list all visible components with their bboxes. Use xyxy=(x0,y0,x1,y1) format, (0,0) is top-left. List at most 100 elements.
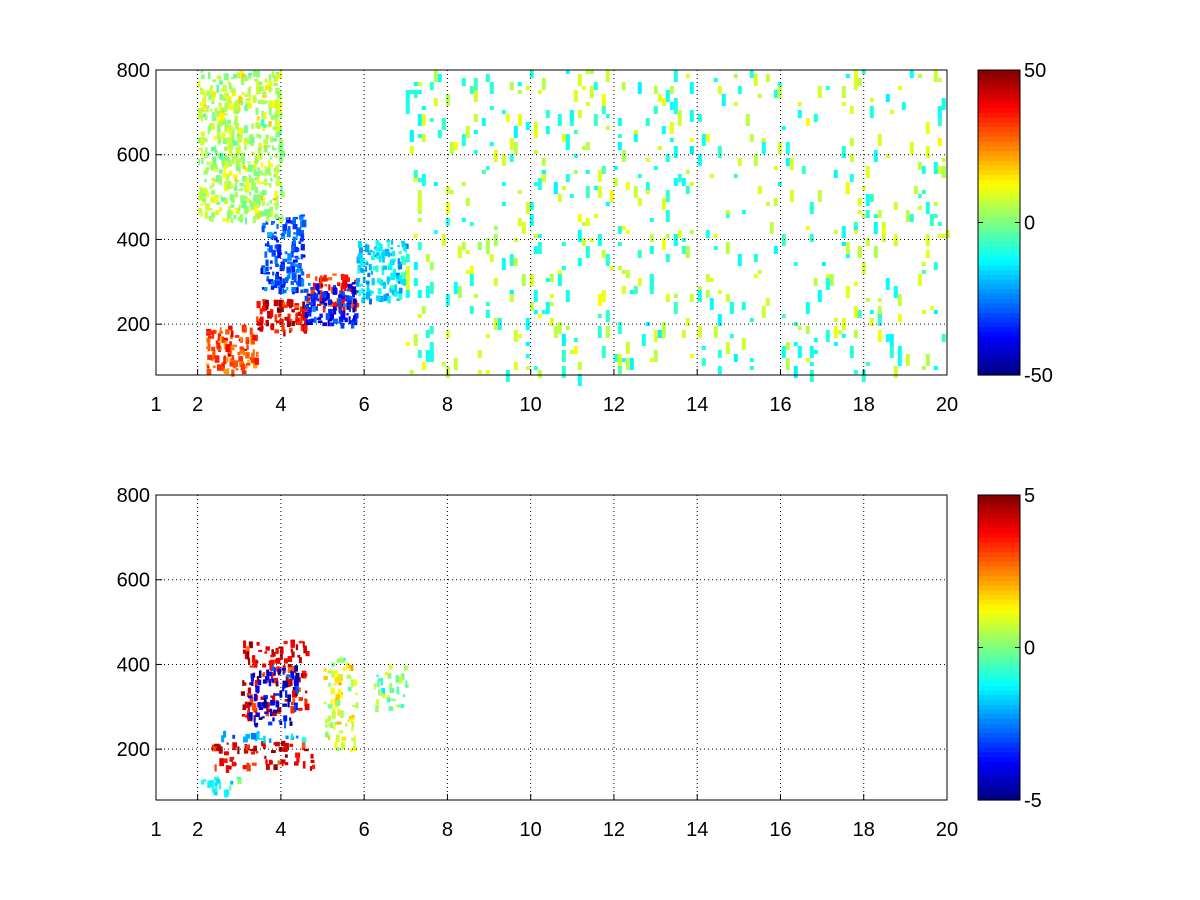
heatmap-cell xyxy=(289,743,294,747)
heatmap-cells xyxy=(197,70,950,386)
heatmap-cell xyxy=(360,283,363,287)
heatmap-cell xyxy=(233,360,238,368)
heatmap-cell xyxy=(272,148,277,151)
heatmap-cell xyxy=(893,234,898,246)
heatmap-cell xyxy=(262,299,267,302)
colorbar-segment xyxy=(978,661,1020,668)
heatmap-cell xyxy=(375,265,379,272)
heatmap-cell xyxy=(218,102,222,107)
heatmap-cell xyxy=(749,134,754,142)
heatmap-cell xyxy=(271,711,277,717)
heatmap-cell xyxy=(689,182,694,186)
heatmap-cell xyxy=(457,286,462,298)
heatmap-cell xyxy=(649,246,654,254)
heatmap-cell xyxy=(565,290,570,294)
heatmap-cell xyxy=(356,280,360,287)
heatmap-cell xyxy=(276,120,281,128)
heatmap-cell xyxy=(256,81,261,87)
heatmap-cell xyxy=(881,226,886,234)
heatmap-cell xyxy=(215,91,218,94)
heatmap-cell xyxy=(897,294,902,306)
heatmap-cell xyxy=(265,676,270,680)
heatmap-cell xyxy=(205,168,210,173)
heatmap-cell xyxy=(200,189,204,197)
heatmap-cell xyxy=(505,114,510,122)
heatmap-cell xyxy=(329,722,334,726)
heatmap-cell xyxy=(200,138,203,145)
heatmap-cell xyxy=(276,320,280,324)
heatmap-cell xyxy=(383,294,387,302)
heatmap-cell xyxy=(933,70,938,82)
heatmap-cell xyxy=(230,204,235,209)
colorbar-segment xyxy=(978,652,1020,658)
heatmap-cell xyxy=(343,304,347,308)
heatmap-cell xyxy=(380,265,383,268)
heatmap-cell xyxy=(360,288,363,292)
heatmap-cell xyxy=(200,87,203,91)
heatmap-cell xyxy=(279,218,282,224)
heatmap-cell xyxy=(242,765,247,770)
x-tick-label: 12 xyxy=(603,819,625,841)
heatmap-cell xyxy=(278,287,283,295)
heatmap-cell xyxy=(329,723,334,729)
colorbar-segment xyxy=(978,604,1020,610)
heatmap-cell xyxy=(405,254,410,262)
heatmap-cell xyxy=(549,274,554,282)
heatmap-cell xyxy=(697,154,702,166)
heatmap-cell xyxy=(300,214,306,217)
heatmap-cell xyxy=(341,742,346,750)
heatmap-cell xyxy=(268,738,272,743)
colorbar-segment xyxy=(978,556,1020,563)
heatmap-cell xyxy=(221,133,226,139)
heatmap-cell xyxy=(349,665,354,671)
heatmap-cell xyxy=(259,100,263,104)
heatmap-cell xyxy=(238,170,241,175)
heatmap-cell xyxy=(205,147,208,154)
heatmap-cell xyxy=(525,318,530,330)
heatmap-cell xyxy=(501,110,506,114)
heatmap-cell xyxy=(805,118,810,126)
heatmap-cell xyxy=(265,134,269,139)
heatmap-cell xyxy=(541,158,546,166)
heatmap-cell xyxy=(262,92,267,95)
heatmap-cell xyxy=(279,157,283,163)
heatmap-cell xyxy=(274,153,278,158)
heatmap-cell xyxy=(223,181,227,186)
heatmap-cell xyxy=(292,224,298,230)
heatmap-cell xyxy=(395,272,400,277)
heatmap-cell xyxy=(279,720,283,725)
heatmap-cell xyxy=(304,690,308,694)
heatmap-cell xyxy=(497,318,502,330)
heatmap-cell xyxy=(296,758,300,763)
heatmap-cell xyxy=(290,250,294,258)
heatmap-cell xyxy=(617,142,622,150)
heatmap-cell xyxy=(323,668,327,672)
heatmap-cell xyxy=(222,340,227,343)
heatmap-cell xyxy=(340,312,346,320)
heatmap-cell xyxy=(366,283,370,291)
heatmap-cell xyxy=(286,217,291,224)
heatmap-cell xyxy=(346,302,351,310)
heatmap-cell xyxy=(265,259,269,266)
heatmap-cell xyxy=(697,114,702,122)
heatmap-cell xyxy=(753,74,758,86)
heatmap-cell xyxy=(705,230,710,238)
heatmap-cell xyxy=(513,362,518,370)
x-tick-label: 16 xyxy=(769,394,791,416)
heatmap-cell xyxy=(409,370,414,374)
heatmap-cell xyxy=(256,133,260,138)
heatmap-cell xyxy=(236,142,239,146)
heatmap-cell xyxy=(251,681,254,686)
heatmap-cell xyxy=(665,154,670,162)
heatmap-cell xyxy=(240,213,244,218)
heatmap-cell xyxy=(272,679,277,684)
heatmap-cell xyxy=(825,278,830,290)
heatmap-cell xyxy=(653,86,658,94)
heatmap-cell xyxy=(237,129,240,135)
heatmap-cell xyxy=(277,106,282,111)
heatmap-cell xyxy=(397,258,400,266)
heatmap-cell xyxy=(549,294,554,298)
heatmap-cell xyxy=(665,210,670,222)
heatmap-cell xyxy=(921,366,926,370)
heatmap-cell xyxy=(271,145,274,150)
